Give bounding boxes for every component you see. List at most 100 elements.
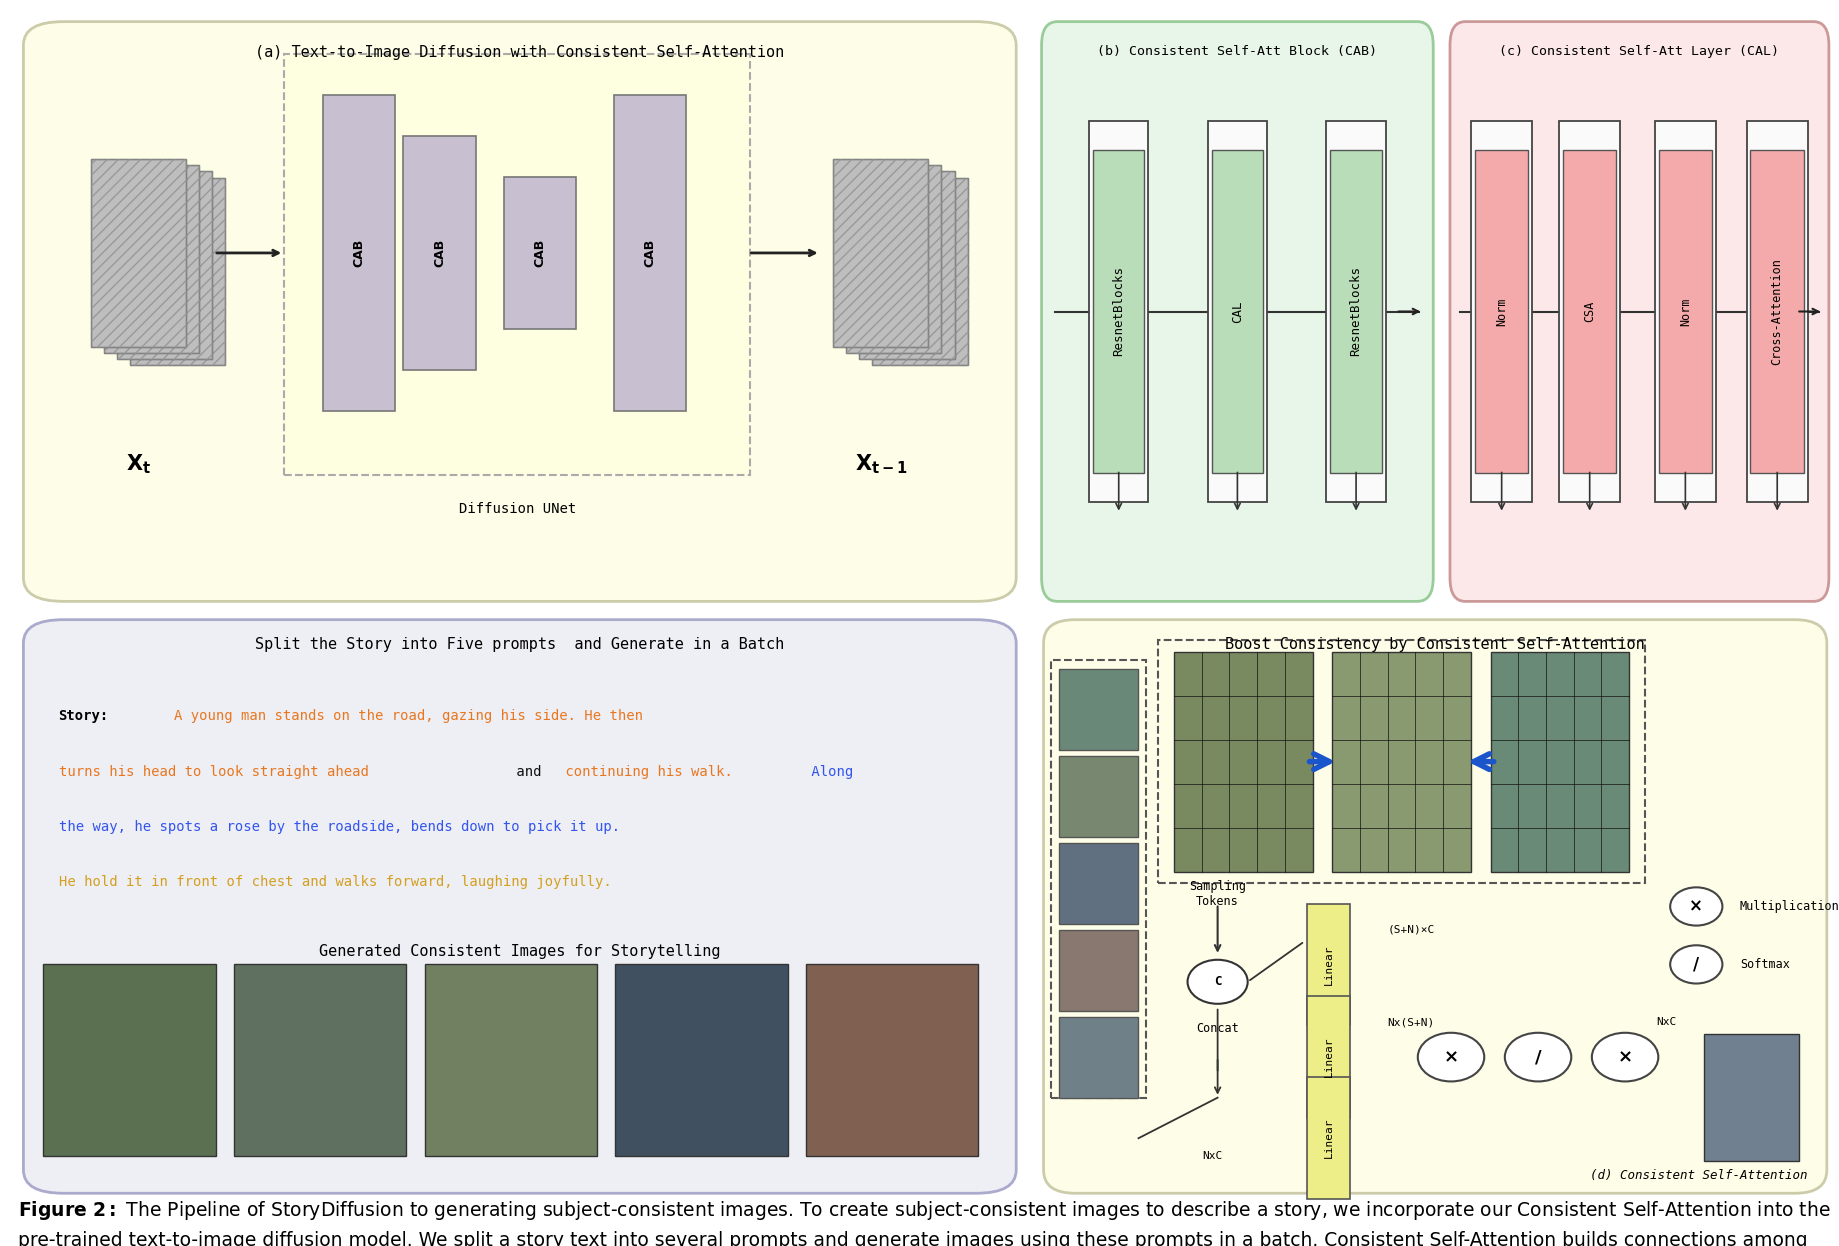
Text: Multiplication: Multiplication xyxy=(1740,900,1839,913)
FancyBboxPatch shape xyxy=(324,95,395,411)
FancyBboxPatch shape xyxy=(1653,121,1716,502)
FancyBboxPatch shape xyxy=(833,159,929,346)
Text: CAL: CAL xyxy=(1230,300,1243,323)
FancyBboxPatch shape xyxy=(1331,652,1469,872)
FancyBboxPatch shape xyxy=(1206,121,1267,502)
Circle shape xyxy=(1670,887,1721,926)
Text: Linear: Linear xyxy=(1322,1118,1333,1159)
Text: CAB: CAB xyxy=(644,239,657,267)
FancyBboxPatch shape xyxy=(1330,151,1381,472)
Text: continuing his walk.: continuing his walk. xyxy=(557,765,732,779)
Text: CAB: CAB xyxy=(432,239,445,267)
Text: Softmax: Softmax xyxy=(1740,958,1789,971)
FancyBboxPatch shape xyxy=(1089,121,1148,502)
FancyBboxPatch shape xyxy=(1059,842,1138,923)
FancyBboxPatch shape xyxy=(1306,997,1350,1118)
Text: $\mathbf{X_{t-1}}$: $\mathbf{X_{t-1}}$ xyxy=(853,452,907,476)
Circle shape xyxy=(1504,1033,1571,1082)
FancyBboxPatch shape xyxy=(1212,151,1262,472)
Text: NxC: NxC xyxy=(1201,1150,1221,1160)
Text: turns his head to look straight ahead: turns his head to look straight ahead xyxy=(59,765,368,779)
FancyBboxPatch shape xyxy=(283,54,750,476)
Text: the way, he spots a rose by the roadside, bends down to pick it up.: the way, he spots a rose by the roadside… xyxy=(59,820,620,834)
Text: ×: × xyxy=(1688,897,1703,916)
Text: (S+N)×C: (S+N)×C xyxy=(1387,925,1434,934)
FancyBboxPatch shape xyxy=(1449,21,1828,602)
Text: Linear: Linear xyxy=(1322,944,1333,984)
FancyBboxPatch shape xyxy=(1092,151,1144,472)
FancyBboxPatch shape xyxy=(1059,1017,1138,1098)
Text: Split the Story into Five prompts  and Generate in a Batch: Split the Story into Five prompts and Ge… xyxy=(256,637,783,652)
Text: A young man stands on the road, gazing his side. He then: A young man stands on the road, gazing h… xyxy=(173,709,642,724)
Text: Generated Consistent Images for Storytelling: Generated Consistent Images for Storytel… xyxy=(318,944,721,959)
FancyBboxPatch shape xyxy=(1059,669,1138,750)
Text: Story:: Story: xyxy=(59,709,109,724)
Text: Concat: Concat xyxy=(1195,1022,1238,1035)
FancyBboxPatch shape xyxy=(425,964,596,1155)
Text: Linear: Linear xyxy=(1322,1037,1333,1078)
FancyBboxPatch shape xyxy=(1326,121,1385,502)
Text: $\bf{Figure\ 2:}$ The Pipeline of StoryDiffusion to generating subject-consisten: $\bf{Figure\ 2:}$ The Pipeline of StoryD… xyxy=(18,1199,1830,1246)
Text: Along: Along xyxy=(802,765,851,779)
FancyBboxPatch shape xyxy=(872,177,967,365)
FancyBboxPatch shape xyxy=(234,964,406,1155)
FancyBboxPatch shape xyxy=(1469,121,1532,502)
FancyBboxPatch shape xyxy=(614,964,787,1155)
FancyBboxPatch shape xyxy=(1059,930,1138,1011)
FancyBboxPatch shape xyxy=(1745,121,1808,502)
FancyBboxPatch shape xyxy=(1059,756,1138,837)
FancyBboxPatch shape xyxy=(1657,151,1712,472)
Text: CAB: CAB xyxy=(533,239,546,267)
FancyBboxPatch shape xyxy=(1041,21,1433,602)
FancyBboxPatch shape xyxy=(1558,121,1620,502)
FancyBboxPatch shape xyxy=(1306,1078,1350,1199)
FancyBboxPatch shape xyxy=(1749,151,1802,472)
Text: Diffusion UNet: Diffusion UNet xyxy=(460,502,576,516)
FancyBboxPatch shape xyxy=(24,619,1015,1194)
FancyBboxPatch shape xyxy=(44,964,215,1155)
Text: ×: × xyxy=(1616,1048,1631,1067)
FancyBboxPatch shape xyxy=(859,172,954,359)
Text: $\mathbf{X_t}$: $\mathbf{X_t}$ xyxy=(127,452,151,476)
FancyBboxPatch shape xyxy=(24,21,1015,602)
Text: C: C xyxy=(1214,976,1221,988)
Text: (d) Consistent Self-Attention: (d) Consistent Self-Attention xyxy=(1589,1169,1806,1181)
Text: and: and xyxy=(508,765,541,779)
Text: Norm: Norm xyxy=(1677,298,1690,325)
Text: Nx(S+N): Nx(S+N) xyxy=(1387,1017,1434,1028)
FancyBboxPatch shape xyxy=(131,177,226,365)
Text: CSA: CSA xyxy=(1582,300,1594,323)
Circle shape xyxy=(1418,1033,1484,1082)
Text: ResnetBlocks: ResnetBlocks xyxy=(1348,267,1363,356)
Text: Sampling
Tokens: Sampling Tokens xyxy=(1188,881,1245,908)
FancyBboxPatch shape xyxy=(1306,903,1350,1025)
Text: Norm: Norm xyxy=(1495,298,1508,325)
Text: Boost Consistency by Consistent Self-Attention: Boost Consistency by Consistent Self-Att… xyxy=(1225,637,1644,652)
FancyBboxPatch shape xyxy=(403,136,476,370)
FancyBboxPatch shape xyxy=(1490,652,1628,872)
FancyBboxPatch shape xyxy=(1173,652,1311,872)
Text: /: / xyxy=(1692,956,1699,973)
Text: /: / xyxy=(1534,1048,1541,1067)
FancyBboxPatch shape xyxy=(1043,619,1826,1194)
Text: He hold it in front of chest and walks forward, laughing joyfully.: He hold it in front of chest and walks f… xyxy=(59,875,611,888)
FancyBboxPatch shape xyxy=(1475,151,1528,472)
Text: CAB: CAB xyxy=(353,239,366,267)
Text: ResnetBlocks: ResnetBlocks xyxy=(1111,267,1125,356)
FancyBboxPatch shape xyxy=(1561,151,1616,472)
FancyBboxPatch shape xyxy=(1703,1034,1799,1161)
Text: (b) Consistent Self-Att Block (CAB): (b) Consistent Self-Att Block (CAB) xyxy=(1096,45,1377,59)
Text: Cross-Attention: Cross-Attention xyxy=(1769,258,1782,365)
FancyBboxPatch shape xyxy=(846,166,942,353)
Text: NxC: NxC xyxy=(1655,1017,1675,1028)
Circle shape xyxy=(1591,1033,1657,1082)
FancyBboxPatch shape xyxy=(105,166,199,353)
Text: (a) Text-to-Image Diffusion with Consistent Self-Attention: (a) Text-to-Image Diffusion with Consist… xyxy=(256,45,783,60)
Text: ×: × xyxy=(1442,1048,1458,1067)
FancyBboxPatch shape xyxy=(118,172,211,359)
FancyBboxPatch shape xyxy=(504,177,576,329)
Text: (c) Consistent Self-Att Layer (CAL): (c) Consistent Self-Att Layer (CAL) xyxy=(1499,45,1778,59)
FancyBboxPatch shape xyxy=(92,159,186,346)
Circle shape xyxy=(1186,959,1247,1004)
FancyBboxPatch shape xyxy=(805,964,978,1155)
